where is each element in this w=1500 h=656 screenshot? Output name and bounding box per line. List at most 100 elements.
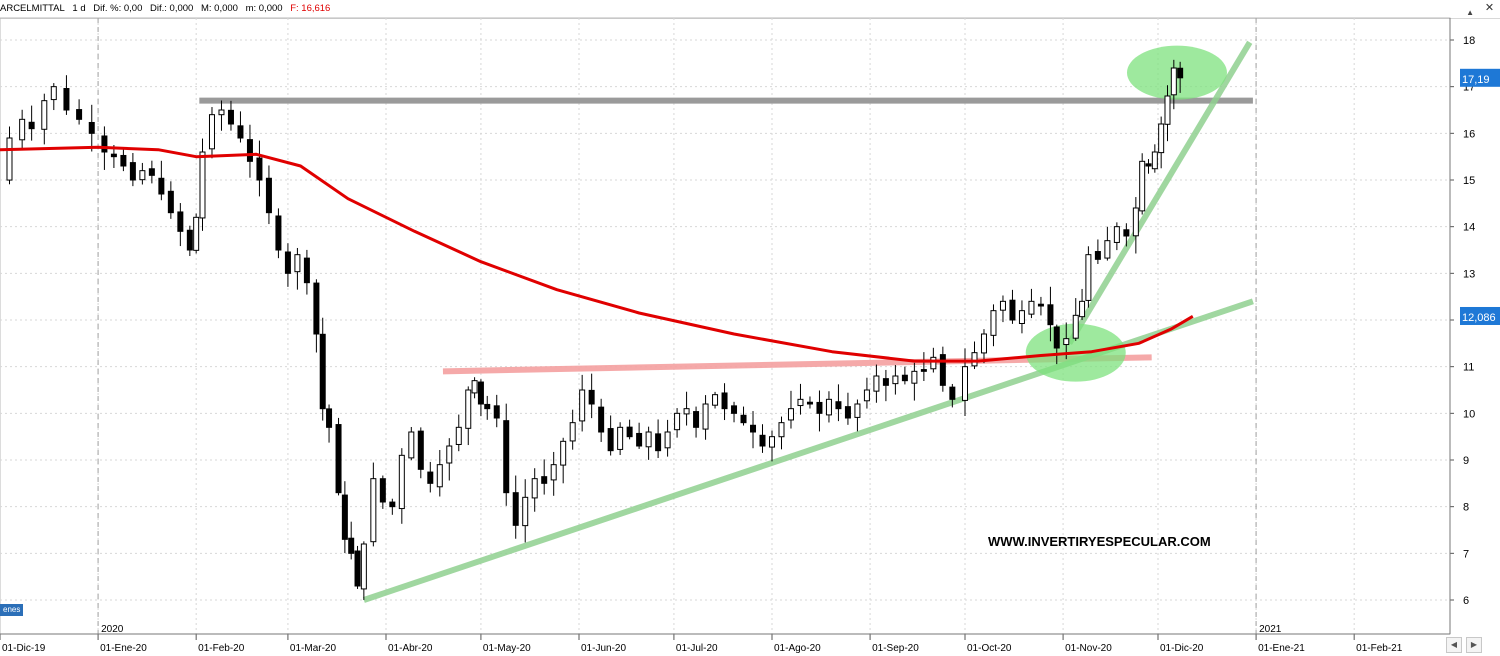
candle-body <box>990 310 997 336</box>
scroll-left-button[interactable]: ◀ <box>1446 637 1462 653</box>
price-tag-box <box>1460 306 1500 325</box>
candle-body <box>436 464 443 488</box>
x-tick-label: 01-Abr-20 <box>388 643 433 654</box>
candle-body <box>471 380 478 394</box>
candle-body <box>158 177 165 195</box>
candle-body <box>1079 300 1086 318</box>
price-tag-box <box>1460 68 1500 87</box>
x-tick-label: 01-Ago-20 <box>774 643 821 654</box>
candle-body <box>408 431 415 459</box>
x-tick-label: 01-Dic-19 <box>2 643 46 654</box>
candle-body <box>541 476 548 484</box>
plot-frame <box>0 17 1451 635</box>
y-tick-label: 13 <box>1463 268 1475 280</box>
x-tick-label: 01-May-20 <box>483 643 531 654</box>
candle-body <box>398 454 405 510</box>
indicator-tag: enes <box>0 604 24 616</box>
candle-body <box>139 170 146 181</box>
x-tick-label: 01-Ene-21 <box>1258 643 1305 654</box>
candle-body <box>971 352 978 367</box>
candle-body <box>531 478 538 499</box>
candle-body <box>256 157 263 181</box>
candle-body <box>455 426 462 445</box>
close-icon[interactable]: ✕ <box>1484 2 1495 14</box>
candle-body <box>1094 251 1101 260</box>
candle-body <box>806 401 813 405</box>
candle-body <box>1164 95 1171 125</box>
candle-body <box>177 211 184 232</box>
candle-body <box>379 478 386 503</box>
candle-body <box>19 118 26 141</box>
x-tick-label: 01-Dic-20 <box>1160 643 1204 654</box>
candle-body <box>882 378 889 386</box>
x-tick-label: 01-Jun-20 <box>581 643 626 654</box>
candle-body <box>148 168 155 176</box>
candle-body <box>901 374 908 382</box>
candle-body <box>607 428 614 452</box>
candles-layer <box>6 59 1184 601</box>
triangle-up-icon[interactable]: ▲ <box>1466 8 1474 17</box>
candle-body <box>417 430 424 470</box>
y-tick-label: 15 <box>1463 175 1475 187</box>
year-label: 2020 <box>101 624 124 635</box>
candle-body <box>873 375 880 392</box>
candle-body <box>598 406 605 433</box>
chart-axes: 678910111213141516171801-Dic-1901-Ene-20… <box>0 18 1500 654</box>
scroll-right-button[interactable]: ▶ <box>1466 637 1482 653</box>
candle-body <box>683 408 690 415</box>
candle-body <box>721 392 728 410</box>
candle-body <box>6 137 13 181</box>
candle-body <box>110 153 117 158</box>
candle-body <box>1139 160 1146 212</box>
candle-body <box>503 420 510 494</box>
candle-body <box>1047 304 1054 326</box>
trendline-support-steep <box>1066 40 1253 345</box>
candle-body <box>313 282 320 335</box>
candle-body <box>522 496 529 527</box>
candle-body <box>712 394 719 406</box>
y-tick-label: 16 <box>1463 128 1475 140</box>
dif-pct-label: Dif. %: 0,00 <box>93 3 143 14</box>
x-tick-label: 01-Feb-21 <box>1356 643 1403 654</box>
candle-body <box>1072 314 1079 339</box>
candle-body <box>560 440 567 466</box>
candle-body <box>360 543 367 590</box>
candle-body <box>569 422 576 442</box>
candle-body <box>275 215 282 251</box>
candle-body <box>1028 300 1035 315</box>
candle-body <box>101 135 108 153</box>
candle-body <box>41 100 48 130</box>
last-price-label: F: 16,616 <box>290 3 331 14</box>
candle-body <box>769 436 775 448</box>
candle-body <box>962 366 968 401</box>
candle-body <box>120 154 127 167</box>
y-tick-label: 7 <box>1463 548 1469 560</box>
highlight-ellipse <box>1126 45 1227 100</box>
moving-average-line <box>0 145 1194 363</box>
candle-body <box>427 471 434 484</box>
max-label: M: 0,000 <box>200 3 238 14</box>
candle-body <box>645 431 652 448</box>
chart-overlays <box>199 40 1254 603</box>
candle-body <box>930 356 937 370</box>
candle-body <box>88 121 95 134</box>
candle-body <box>512 492 519 526</box>
candle-body <box>999 300 1006 311</box>
price-tag-label: 17,19 <box>1462 74 1490 86</box>
candle-body <box>465 389 472 429</box>
candle-body <box>892 375 899 385</box>
candle-body <box>1132 207 1139 237</box>
candle-body <box>129 162 136 181</box>
candle-body <box>674 412 681 431</box>
candle-body <box>186 229 193 251</box>
candle-body <box>319 333 326 410</box>
y-tick-label: 8 <box>1463 502 1469 514</box>
candle-body <box>1063 338 1070 346</box>
candle-body <box>63 88 70 111</box>
candle-body <box>1053 326 1060 349</box>
candle-body <box>636 432 643 447</box>
candle-body <box>389 501 396 508</box>
year-label: 2021 <box>1259 624 1282 635</box>
candle-body <box>237 125 244 139</box>
